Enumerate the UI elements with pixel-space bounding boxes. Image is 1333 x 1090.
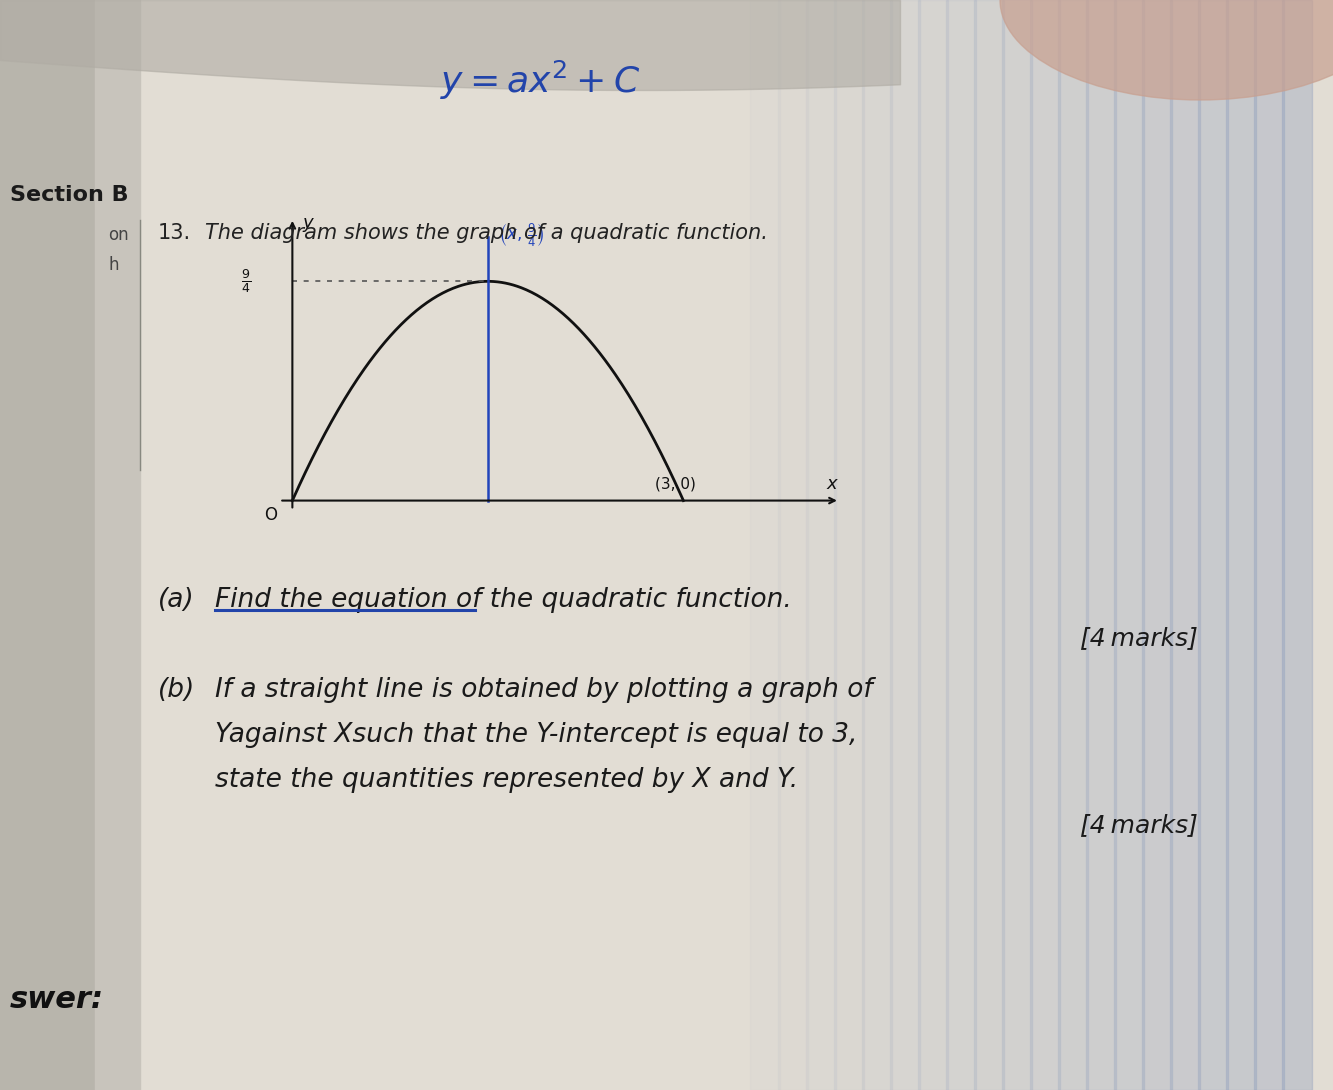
Bar [95,0,140,1090]
Bar [1170,0,1200,1090]
Bar [862,0,892,1090]
Bar [946,0,976,1090]
Text: Yagainst Xsuch that the Y-intercept is equal to 3,: Yagainst Xsuch that the Y-intercept is e… [215,722,857,748]
Text: O: O [264,506,277,524]
Bar [778,0,808,1090]
Text: (3, 0): (3, 0) [655,477,696,492]
Bar [1198,0,1228,1090]
Text: If a straight line is obtained by plotting a graph of: If a straight line is obtained by plotti… [215,677,873,703]
Bar [918,0,948,1090]
Bar [750,0,780,1090]
Text: $\frac{9}{4}$: $\frac{9}{4}$ [241,267,251,295]
Text: on: on [108,226,128,244]
Text: Section B: Section B [11,185,128,205]
Text: $\mathit{y = ax^{2}+ C}$: $\mathit{y = ax^{2}+ C}$ [440,59,640,101]
Bar [0,0,95,1090]
Bar [1254,0,1284,1090]
Text: (b): (b) [159,677,195,703]
Bar [1058,0,1088,1090]
Ellipse shape [1000,0,1333,100]
Text: x: x [826,475,837,493]
Text: y: y [303,214,313,232]
Text: $\left(x,\,\frac{9}{4}\right)$: $\left(x,\,\frac{9}{4}\right)$ [499,222,545,250]
Text: [4 marks]: [4 marks] [1080,813,1198,837]
Bar [890,0,920,1090]
Text: swer:: swer: [11,985,104,1015]
Bar [1030,0,1060,1090]
Bar [806,0,836,1090]
Bar [1114,0,1144,1090]
Bar [1086,0,1116,1090]
Bar [1282,0,1312,1090]
Text: h: h [108,256,119,274]
Bar [1226,0,1256,1090]
Text: [4 marks]: [4 marks] [1080,626,1198,650]
Text: state the quantities represented by X and Y.: state the quantities represented by X an… [215,767,798,794]
Text: The diagram shows the graph of a quadratic function.: The diagram shows the graph of a quadrat… [205,223,768,243]
Bar [974,0,1004,1090]
Bar [1002,0,1032,1090]
Bar [834,0,864,1090]
Text: 13.: 13. [159,223,191,243]
Bar [1142,0,1172,1090]
Text: (a): (a) [159,588,195,613]
Text: Find the equation of the quadratic function.: Find the equation of the quadratic funct… [215,588,792,613]
